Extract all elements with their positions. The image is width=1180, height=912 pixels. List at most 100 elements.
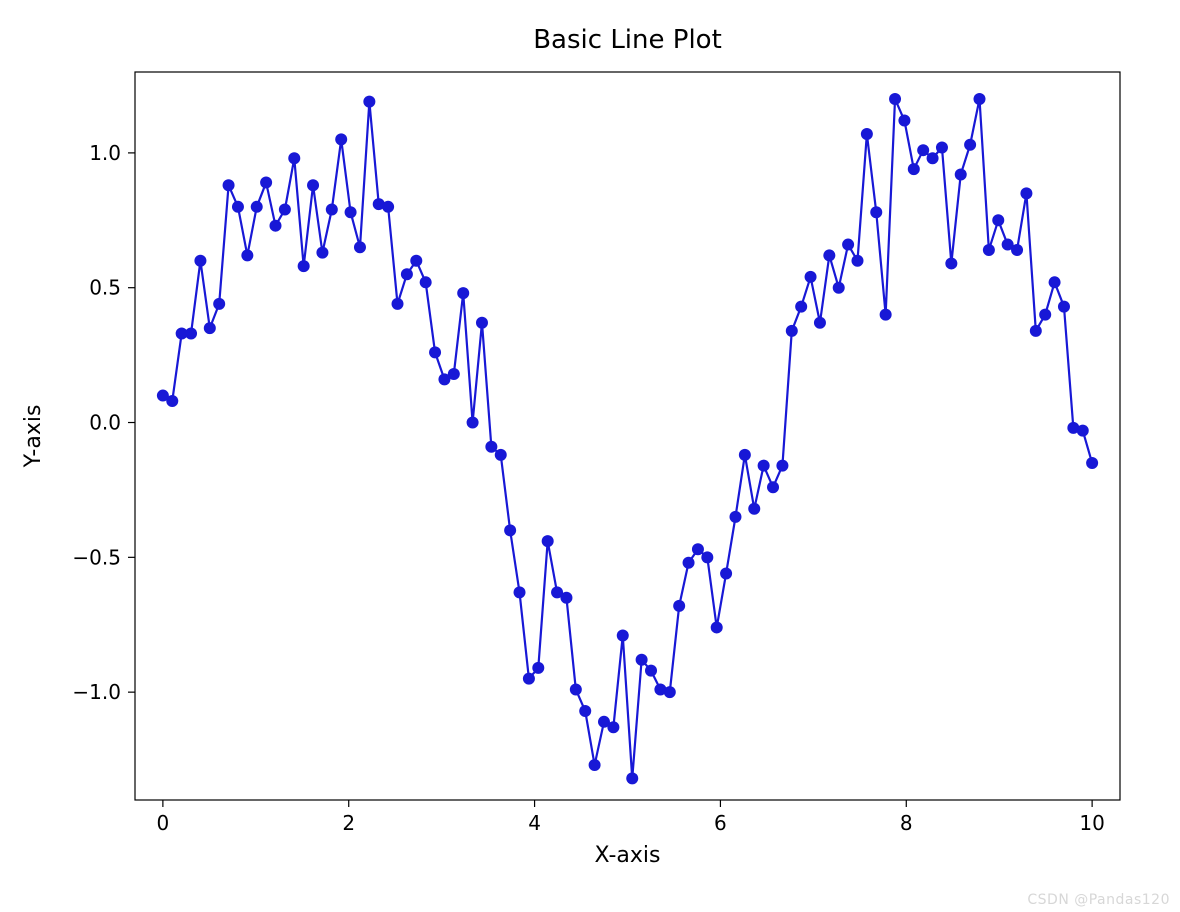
data-marker <box>833 282 845 294</box>
data-marker <box>279 204 291 216</box>
data-marker <box>532 662 544 674</box>
data-marker <box>758 460 770 472</box>
data-marker <box>1049 276 1061 288</box>
data-marker <box>842 239 854 251</box>
data-marker <box>936 142 948 154</box>
data-marker <box>467 417 479 429</box>
data-marker <box>288 152 300 164</box>
data-marker <box>514 586 526 598</box>
data-marker <box>1020 187 1032 199</box>
data-marker <box>1077 425 1089 437</box>
data-marker <box>776 460 788 472</box>
data-marker <box>673 600 685 612</box>
data-marker <box>992 214 1004 226</box>
data-marker <box>692 543 704 555</box>
y-tick-label: −1.0 <box>72 680 121 704</box>
data-marker <box>739 449 751 461</box>
data-marker <box>983 244 995 256</box>
data-marker <box>448 368 460 380</box>
data-marker <box>617 630 629 642</box>
data-marker <box>917 144 929 156</box>
data-marker <box>927 152 939 164</box>
y-tick-label: 1.0 <box>89 141 121 165</box>
data-marker <box>748 503 760 515</box>
data-marker <box>889 93 901 105</box>
data-marker <box>805 271 817 283</box>
data-marker <box>607 721 619 733</box>
chart-background <box>0 0 1180 912</box>
data-marker <box>213 298 225 310</box>
data-marker <box>560 592 572 604</box>
data-marker <box>241 249 253 261</box>
data-marker <box>223 179 235 191</box>
data-marker <box>204 322 216 334</box>
data-marker <box>298 260 310 272</box>
data-marker <box>260 177 272 189</box>
data-marker <box>345 206 357 218</box>
chart-container: 0246810−1.0−0.50.00.51.0X-axisY-axisBasi… <box>0 0 1180 912</box>
data-marker <box>964 139 976 151</box>
data-marker <box>664 686 676 698</box>
y-tick-label: 0.0 <box>89 411 121 435</box>
data-marker <box>523 673 535 685</box>
y-axis-label: Y-axis <box>21 405 46 469</box>
x-tick-label: 4 <box>528 811 541 835</box>
chart-title: Basic Line Plot <box>533 25 722 55</box>
data-marker <box>457 287 469 299</box>
x-axis-label: X-axis <box>595 843 661 868</box>
data-marker <box>701 551 713 563</box>
data-marker <box>570 683 582 695</box>
data-marker <box>194 255 206 267</box>
x-tick-label: 0 <box>157 811 170 835</box>
data-marker <box>392 298 404 310</box>
y-tick-label: 0.5 <box>89 276 121 300</box>
data-marker <box>636 654 648 666</box>
data-marker <box>579 705 591 717</box>
data-marker <box>166 395 178 407</box>
data-marker <box>1030 325 1042 337</box>
data-marker <box>401 268 413 280</box>
data-marker <box>861 128 873 140</box>
x-tick-label: 2 <box>342 811 355 835</box>
data-marker <box>645 665 657 677</box>
x-tick-label: 8 <box>900 811 913 835</box>
x-tick-label: 6 <box>714 811 727 835</box>
data-marker <box>1011 244 1023 256</box>
y-tick-label: −0.5 <box>72 545 121 569</box>
data-marker <box>410 255 422 267</box>
data-marker <box>495 449 507 461</box>
data-marker <box>307 179 319 191</box>
data-marker <box>945 257 957 269</box>
data-marker <box>898 115 910 127</box>
data-marker <box>363 96 375 108</box>
data-marker <box>1039 309 1051 321</box>
data-marker <box>870 206 882 218</box>
data-marker <box>851 255 863 267</box>
data-marker <box>1086 457 1098 469</box>
data-marker <box>974 93 986 105</box>
data-marker <box>420 276 432 288</box>
data-marker <box>504 524 516 536</box>
data-marker <box>767 481 779 493</box>
data-marker <box>485 441 497 453</box>
data-marker <box>729 511 741 523</box>
data-marker <box>683 557 695 569</box>
data-marker <box>589 759 601 771</box>
data-marker <box>316 247 328 259</box>
data-marker <box>711 621 723 633</box>
data-marker <box>382 201 394 213</box>
data-marker <box>270 220 282 232</box>
data-marker <box>429 346 441 358</box>
data-marker <box>476 317 488 329</box>
data-marker <box>908 163 920 175</box>
data-marker <box>814 317 826 329</box>
data-marker <box>626 772 638 784</box>
data-marker <box>326 204 338 216</box>
data-marker <box>185 328 197 340</box>
data-marker <box>542 535 554 547</box>
data-marker <box>823 249 835 261</box>
data-marker <box>795 301 807 313</box>
data-marker <box>354 241 366 253</box>
data-marker <box>251 201 263 213</box>
data-marker <box>880 309 892 321</box>
